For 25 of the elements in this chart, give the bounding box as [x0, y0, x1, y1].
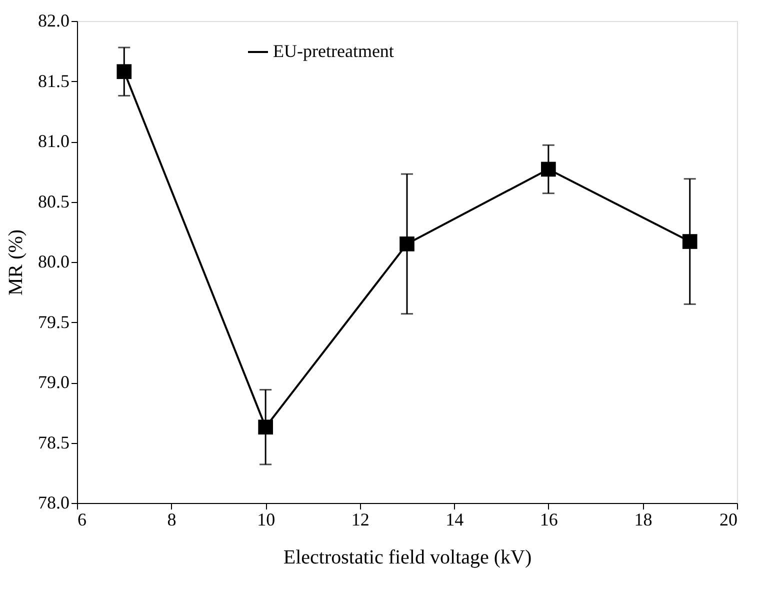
y-tick-label: 79.5	[38, 312, 70, 332]
x-tick-label: 12	[351, 510, 370, 530]
x-tick-label: 6	[78, 510, 86, 530]
x-tick-label: 14	[446, 510, 464, 530]
y-tick-label: 80.5	[38, 191, 70, 212]
legend-label: EU-pretreatment	[273, 41, 394, 61]
y-tick-label: 78.0	[38, 492, 70, 512]
point	[682, 234, 698, 249]
x-tick-label: 18	[634, 510, 652, 530]
y-axis-title: MR (%)	[5, 229, 27, 296]
point	[116, 64, 132, 80]
y-tick-label: 82.0	[38, 10, 70, 30]
point	[258, 420, 273, 434]
y-tick-label: 81.5	[38, 70, 70, 91]
x-tick-label: 8	[167, 510, 176, 530]
point	[541, 162, 556, 177]
y-tick-label: 80.0	[38, 252, 70, 272]
y-tick-label: 81.0	[38, 131, 70, 151]
x-tick-label: 16	[540, 510, 558, 530]
y-tick-label: 79.0	[38, 372, 70, 392]
y-tick-label: 78.5	[38, 432, 70, 452]
point	[400, 236, 414, 252]
x-tick-label: 20	[720, 510, 738, 530]
x-tick-label: 10	[257, 510, 276, 530]
x-axis-title: Electrostatic field voltage (kV)	[283, 546, 532, 568]
